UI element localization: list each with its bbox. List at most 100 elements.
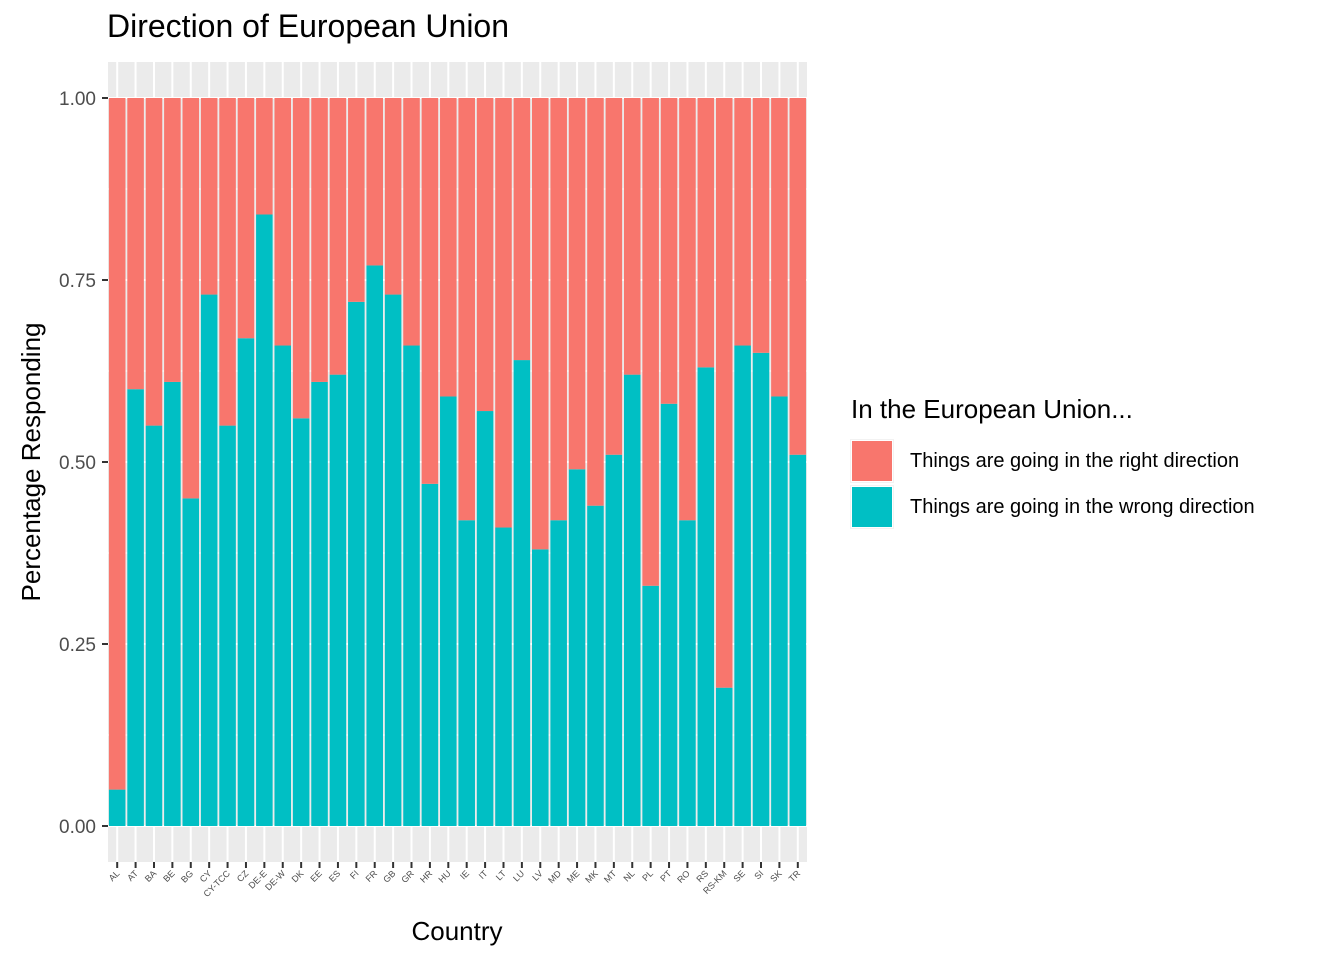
bar-wrong-ba <box>145 425 163 826</box>
legend-swatch-right <box>850 439 894 483</box>
bar-right-md <box>550 98 567 521</box>
bar-right-gb <box>384 98 402 295</box>
bar-wrong-at <box>127 389 144 826</box>
bar-wrong-gr <box>403 345 420 826</box>
legend-title: In the European Union... <box>851 394 1133 424</box>
x-tick-label: PL <box>640 868 655 883</box>
legend-swatch-wrong <box>850 485 894 529</box>
x-tick-label: IT <box>477 868 490 881</box>
bar-wrong-hu <box>440 396 457 826</box>
bar-right-hr <box>421 98 439 484</box>
bar-right-pt <box>660 98 678 404</box>
bar-wrong-be <box>164 381 181 826</box>
bar-wrong-se <box>734 345 751 826</box>
y-tick-label: 0.00 <box>59 817 96 838</box>
y-tick-label: 0.75 <box>59 271 96 292</box>
bar-right-cy-tcc <box>219 98 236 426</box>
bar-right-me <box>568 98 586 470</box>
bar-right-fr <box>366 98 384 266</box>
bar-right-si <box>752 98 770 353</box>
legend-item-wrong-direction: Things are going in the wrong direction <box>850 485 1255 529</box>
y-axis: 0.00 0.25 0.50 0.75 1.00 <box>59 89 108 838</box>
bar-wrong-de-e <box>256 214 273 827</box>
x-tick-label: DE-W <box>263 868 287 892</box>
bar-right-pl <box>642 98 659 586</box>
bar-wrong-mk <box>587 505 604 826</box>
x-tick-label: ES <box>327 868 343 884</box>
bar-right-se <box>734 98 751 346</box>
bar-wrong-ro <box>679 520 696 826</box>
x-tick-label: SK <box>768 868 784 884</box>
x-tick-label: LU <box>511 868 526 883</box>
x-tick-label: GB <box>381 868 397 884</box>
bar-wrong-ee <box>311 381 328 826</box>
bar-wrong-lu <box>513 360 531 826</box>
bar-right-ie <box>458 98 475 521</box>
x-tick-label: DK <box>290 868 306 884</box>
bar-wrong-ie <box>458 520 475 826</box>
bar-right-ba <box>145 98 163 426</box>
bar-wrong-cz <box>237 338 255 826</box>
x-tick-label: BA <box>143 868 159 884</box>
bar-right-fi <box>348 98 365 302</box>
chart-title: Direction of European Union <box>107 8 510 44</box>
y-tick-label: 0.50 <box>59 453 96 474</box>
bar-right-tr <box>789 98 807 455</box>
x-tick-label: HU <box>436 868 452 884</box>
bar-wrong-mt <box>605 454 623 826</box>
bar-wrong-fi <box>348 301 365 827</box>
bar-wrong-rs-km <box>715 687 733 826</box>
bar-wrong-fr <box>366 265 384 826</box>
bar-wrong-tr <box>789 454 807 826</box>
bar-right-ee <box>311 98 328 382</box>
bar-wrong-gb <box>384 294 402 826</box>
bar-wrong-pl <box>642 585 659 826</box>
bar-right-dk <box>292 98 310 419</box>
bar-right-bg <box>182 98 200 499</box>
bar-right-it <box>476 98 494 412</box>
bar-wrong-sk <box>771 396 788 826</box>
x-tick-label: SE <box>731 868 747 884</box>
bar-wrong-it <box>476 411 494 826</box>
x-tick-label: ME <box>565 868 582 885</box>
bar-right-ro <box>679 98 696 521</box>
bar-wrong-me <box>568 469 586 826</box>
legend-label-right: Things are going in the right direction <box>910 449 1240 472</box>
bar-wrong-hr <box>421 483 439 826</box>
bar-right-cy <box>200 98 218 295</box>
x-tick-label: MK <box>583 868 600 885</box>
x-tick-label: AL <box>107 868 122 883</box>
bar-right-lv <box>531 98 549 550</box>
y-tick-label: 0.25 <box>59 635 96 656</box>
x-tick-label: BG <box>179 868 195 884</box>
y-tick-label: 1.00 <box>59 89 96 110</box>
legend-label-wrong: Things are going in the wrong direction <box>910 495 1255 518</box>
x-tick-label: MT <box>602 868 619 885</box>
bar-right-sk <box>771 98 788 397</box>
bar-right-al <box>108 98 126 790</box>
bar-right-es <box>329 98 347 375</box>
bar-wrong-nl <box>623 374 641 826</box>
x-tick-label: PT <box>658 868 674 884</box>
legend-item-right-direction: Things are going in the right direction <box>850 439 1240 483</box>
bar-right-mk <box>587 98 604 506</box>
bar-right-gr <box>403 98 420 346</box>
bar-right-lu <box>513 98 531 361</box>
x-tick-label: FI <box>348 868 361 881</box>
bar-wrong-cy-tcc <box>219 425 236 826</box>
bar-right-rs-km <box>715 98 733 688</box>
bar-right-nl <box>623 98 641 375</box>
bar-right-cz <box>237 98 255 339</box>
x-tick-label: IE <box>458 868 471 881</box>
x-axis-title: Country <box>411 916 502 946</box>
bar-right-de-w <box>274 98 292 346</box>
bar-wrong-de-w <box>274 345 292 826</box>
x-tick-label: FR <box>364 868 380 884</box>
y-axis-title: Percentage Responding <box>16 323 46 602</box>
x-tick-label: MD <box>546 868 563 885</box>
x-tick-label: AT <box>125 868 140 883</box>
x-tick-label: RO <box>675 868 692 885</box>
bar-wrong-cy <box>200 294 218 826</box>
